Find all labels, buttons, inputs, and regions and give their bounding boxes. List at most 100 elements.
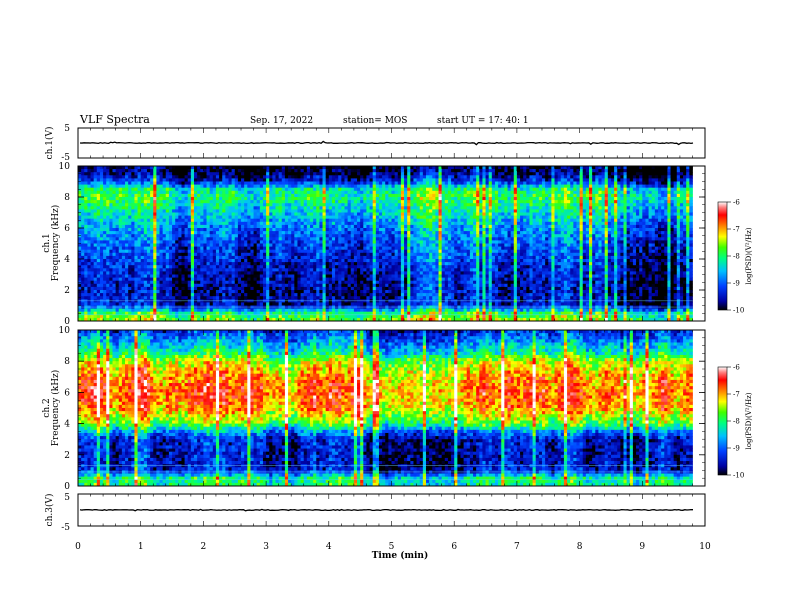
- spectrogram-cell: [181, 206, 185, 210]
- spectrogram-cell: [341, 181, 345, 185]
- spectrogram-cell: [206, 197, 211, 201]
- spectrogram-cell: [335, 203, 339, 207]
- spectrogram-cell: [118, 166, 123, 170]
- spectrogram-cell: [498, 181, 502, 185]
- spectrogram-cell: [617, 166, 621, 170]
- spectrogram-cell: [488, 169, 493, 173]
- spectrogram-cell: [686, 209, 690, 213]
- spectrogram-cell: [667, 240, 671, 244]
- spectrogram-cell: [209, 190, 214, 195]
- spectrogram-cell: [463, 181, 468, 185]
- spectrogram-cell: [576, 178, 581, 182]
- spectrogram-cell: [460, 166, 465, 170]
- spectrogram-cell: [363, 237, 367, 241]
- spectrogram-cell: [134, 169, 138, 173]
- spectrogram-cell: [360, 166, 364, 170]
- spectrogram-cell: [84, 187, 88, 192]
- spectrogram-cell: [516, 209, 521, 213]
- spectrogram-cell: [187, 212, 192, 216]
- spectrogram-cell: [103, 206, 107, 210]
- spectrogram-cell: [482, 206, 486, 210]
- spectrogram-cell: [165, 234, 170, 238]
- spectrogram-cell: [219, 212, 223, 216]
- spectrogram-cell: [288, 203, 292, 207]
- spectrogram-cell: [146, 184, 151, 189]
- spectrogram-cell: [601, 203, 606, 207]
- spectrogram-cell: [570, 237, 574, 241]
- spectrogram-cell: [256, 169, 261, 173]
- spectrogram-cell: [209, 224, 214, 229]
- spectrogram-cell: [529, 228, 533, 232]
- spectrogram-cell: [344, 234, 349, 238]
- spectrogram-cell: [466, 218, 471, 223]
- spectrogram-cell: [454, 224, 458, 229]
- spectrogram-cell: [410, 209, 414, 213]
- spectrogram-cell: [441, 228, 446, 232]
- spectrogram-cell: [670, 206, 675, 210]
- spectrogram-cell: [429, 237, 433, 241]
- spectrogram-cell: [520, 218, 524, 223]
- spectrogram-cell: [278, 166, 283, 170]
- spectrogram-cell: [78, 237, 82, 241]
- spectrogram-cell: [203, 184, 207, 189]
- spectrogram-cell: [309, 224, 314, 229]
- spectrogram-cell: [175, 178, 179, 182]
- spectrogram-cell: [303, 190, 308, 195]
- spectrogram-cell: [592, 231, 596, 235]
- spectrogram-cell: [648, 237, 653, 241]
- spectrogram-cell: [357, 197, 361, 201]
- spectrogram-cell: [466, 178, 471, 182]
- spectrogram-cell: [526, 175, 530, 179]
- spectrogram-cell: [162, 175, 167, 179]
- spectrogram-cell: [150, 221, 154, 226]
- spectrogram-cell: [328, 231, 333, 235]
- spectrogram-cell: [253, 178, 258, 182]
- spectrogram-cell: [262, 193, 267, 198]
- spectrogram-cell: [313, 240, 317, 244]
- spectrogram-cell: [241, 175, 245, 179]
- spectrogram-cell: [429, 169, 433, 173]
- spectrogram-cell: [507, 184, 512, 189]
- spectrogram-cell: [375, 237, 380, 241]
- spectrogram-cell: [538, 193, 543, 198]
- spectrogram-cell: [491, 218, 496, 223]
- spectrogram-cell: [416, 172, 421, 176]
- spectrogram-cell: [96, 187, 101, 192]
- spectrogram-cell: [181, 234, 185, 238]
- spectrogram-cell: [278, 240, 283, 244]
- spectrogram-cell: [109, 206, 113, 210]
- spectrogram-cell: [573, 184, 577, 189]
- spectrogram-cell: [269, 172, 273, 176]
- spectrogram-cell: [106, 237, 110, 241]
- spectrogram-cell: [87, 193, 91, 198]
- spectrogram-cell: [413, 218, 417, 223]
- spectrogram-cell: [134, 212, 138, 216]
- spectrogram-cell: [516, 190, 521, 195]
- spectrogram-cell: [234, 209, 239, 213]
- spectrogram-cell: [573, 203, 577, 207]
- spectrogram-cell: [153, 228, 157, 232]
- spectrogram-cell: [554, 197, 559, 201]
- spectrogram-cell: [184, 184, 189, 189]
- spectrogram-cell: [400, 215, 405, 220]
- spectrogram-cell: [350, 166, 355, 170]
- spectrogram-cell: [686, 206, 690, 210]
- spectrogram-cell: [485, 231, 490, 235]
- spectrogram-cell: [178, 215, 182, 220]
- spectrogram-cell: [457, 231, 461, 235]
- spectrogram-cell: [212, 190, 217, 195]
- spectrogram-cell: [567, 169, 571, 173]
- spectrogram-cell: [93, 178, 98, 182]
- spectrogram-cell: [419, 200, 424, 204]
- spectrogram-cell: [313, 190, 317, 195]
- spectrogram-cell: [601, 187, 606, 192]
- spectrogram-cell: [197, 169, 201, 173]
- spectrogram-cell: [81, 175, 85, 179]
- spectrogram-cell: [181, 181, 185, 185]
- spectrogram-cell: [432, 184, 436, 189]
- spectrogram-cell: [291, 187, 295, 192]
- spectrogram-cell: [560, 203, 565, 207]
- spectrogram-cell: [375, 190, 380, 195]
- spectrogram-cell: [485, 187, 490, 192]
- spectrogram-cell: [388, 184, 392, 189]
